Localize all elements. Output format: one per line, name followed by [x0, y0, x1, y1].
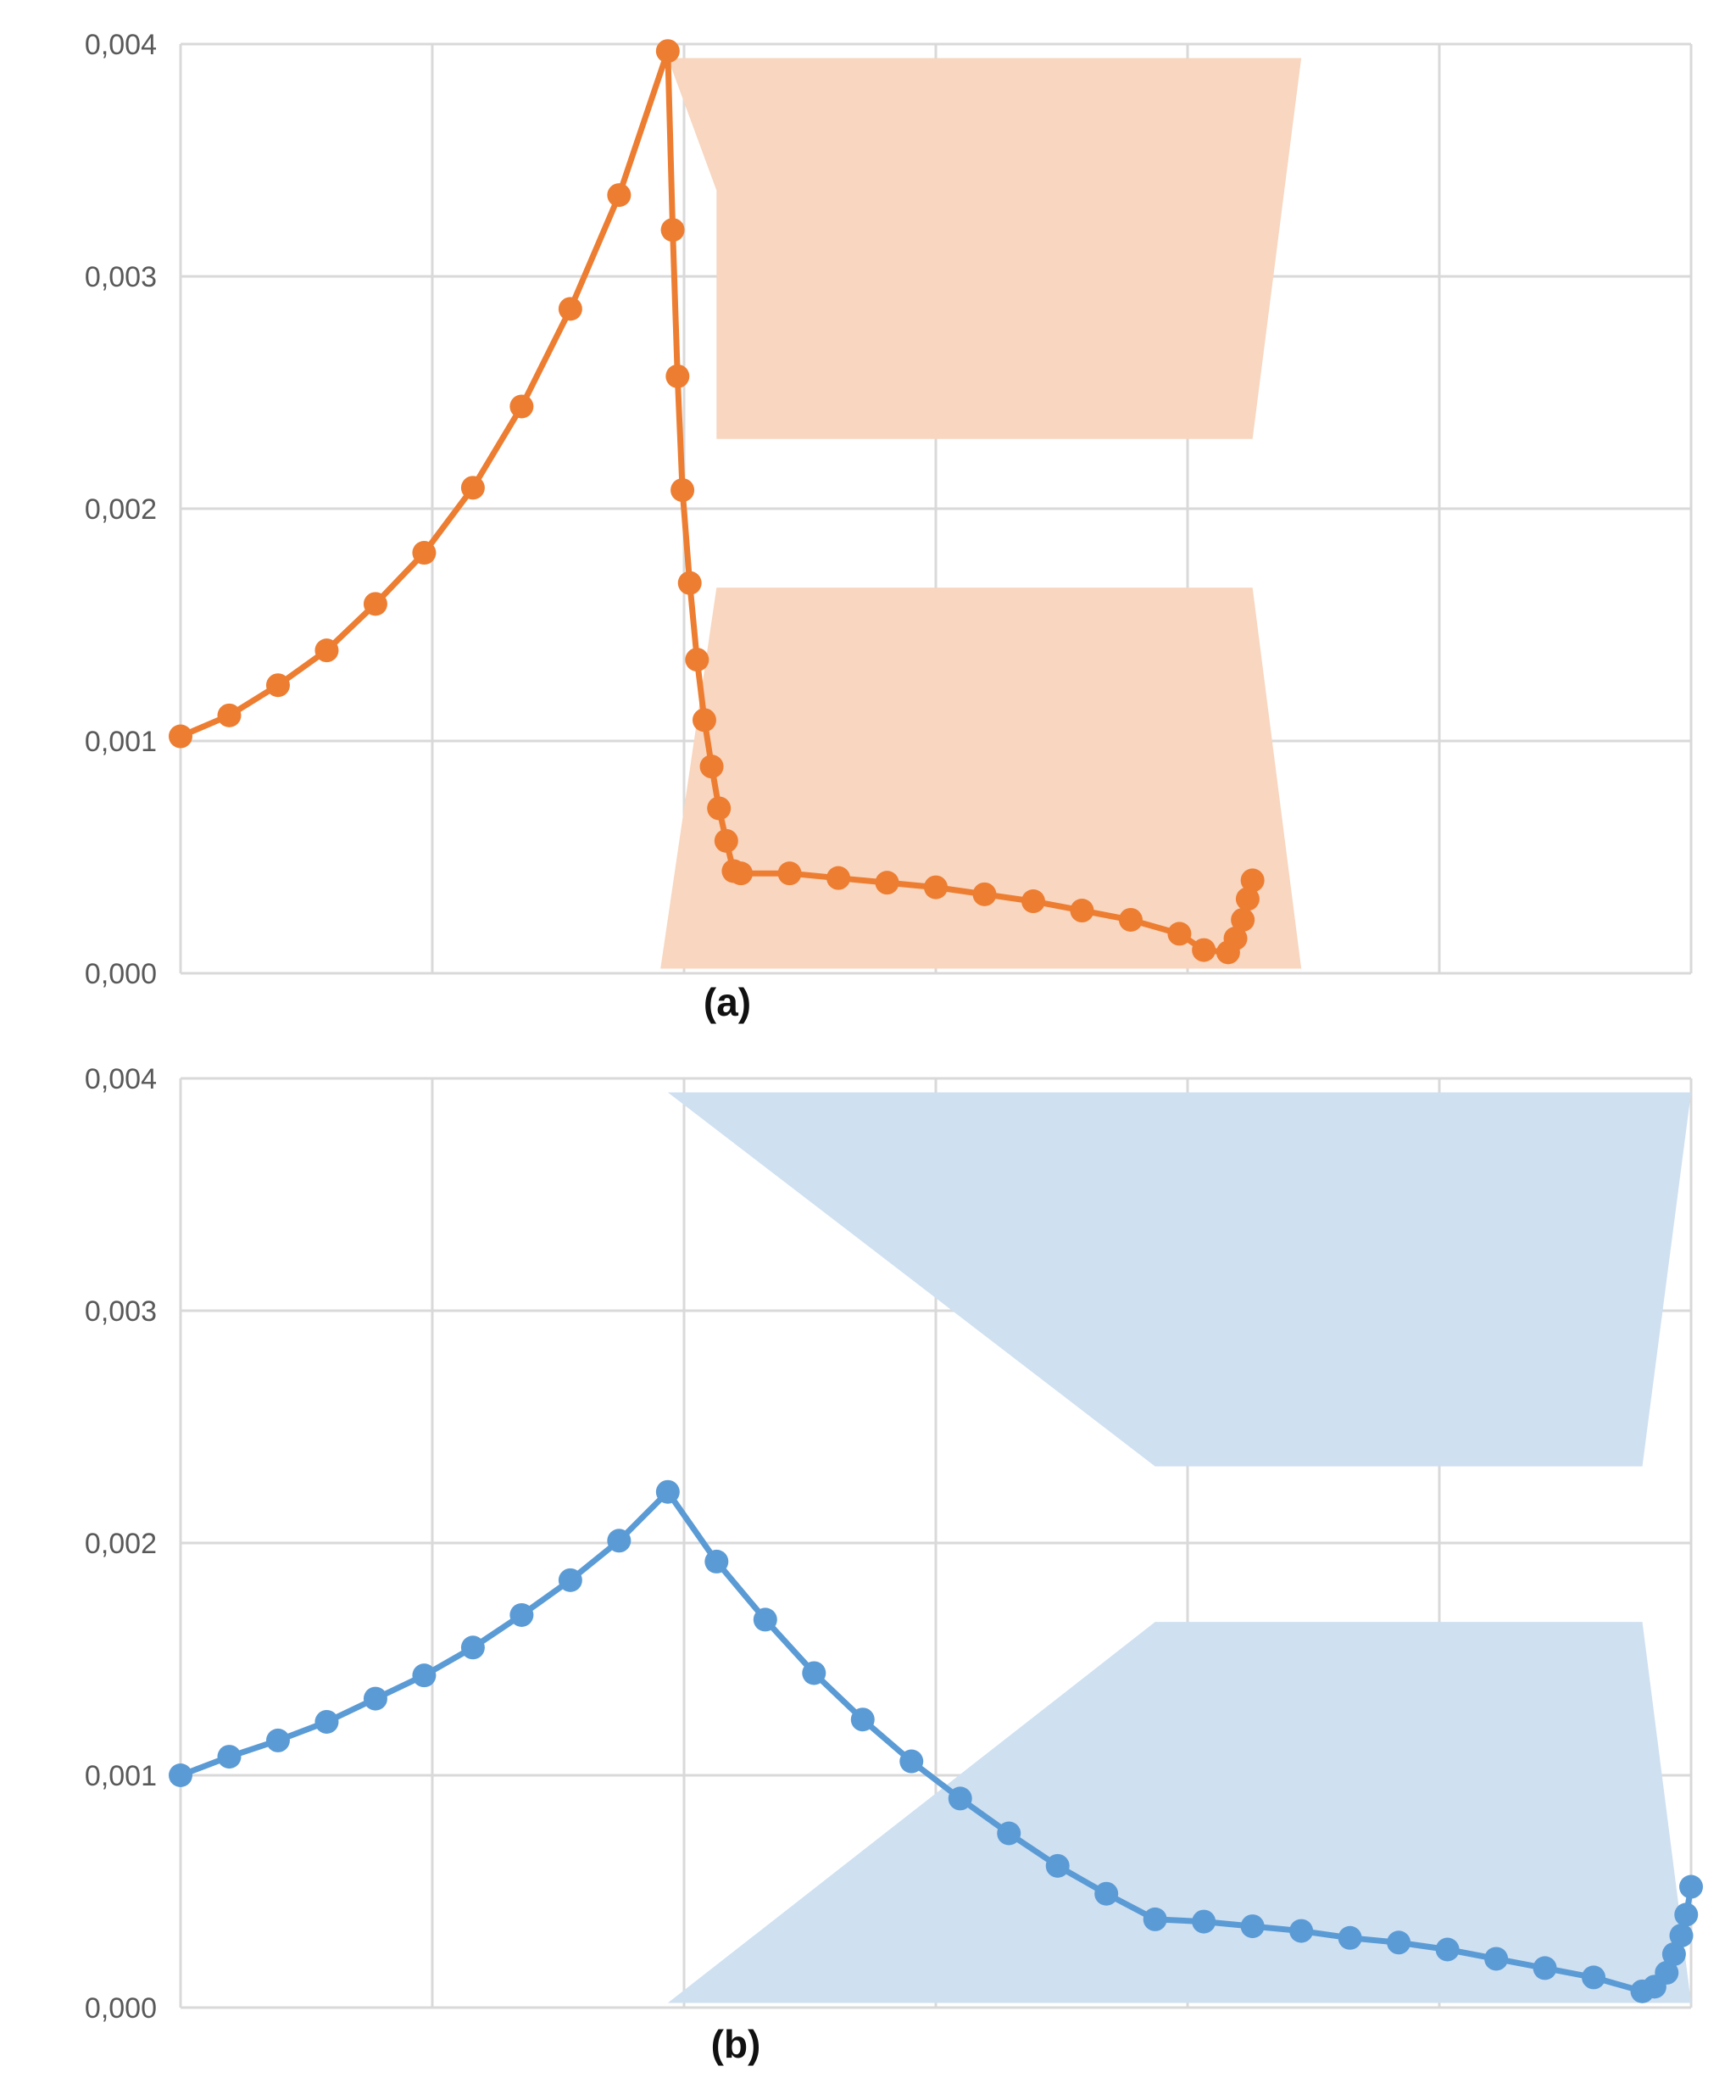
data-point — [1192, 1909, 1216, 1934]
data-point — [1679, 1874, 1703, 1899]
data-point — [1661, 1941, 1686, 1966]
panel-label: (b) — [711, 2022, 761, 2066]
data-point — [972, 882, 997, 906]
data-point — [558, 297, 582, 321]
data-point — [217, 703, 242, 727]
data-point — [699, 755, 724, 779]
data-point — [1533, 1956, 1557, 1980]
data-point — [363, 1686, 387, 1711]
data-point — [704, 1549, 729, 1574]
data-point — [265, 1728, 290, 1752]
data-point — [412, 541, 437, 565]
data-point — [1070, 899, 1094, 923]
data-point — [265, 673, 290, 698]
data-point — [1223, 926, 1248, 950]
data-point — [802, 1661, 826, 1685]
data-point — [1338, 1925, 1362, 1950]
data-point — [460, 476, 485, 500]
data-point — [692, 708, 716, 732]
data-point — [655, 1479, 680, 1504]
data-point — [1118, 907, 1143, 932]
data-point — [685, 648, 709, 672]
data-point — [707, 796, 732, 821]
data-point — [677, 571, 702, 595]
data-point — [1143, 1907, 1167, 1931]
data-point — [1387, 1930, 1411, 1955]
y-tick-label: 0,001 — [85, 1760, 157, 1792]
data-point — [607, 183, 632, 208]
data-point — [777, 861, 802, 886]
data-point — [875, 871, 899, 895]
data-point — [607, 1529, 632, 1553]
data-point — [1235, 887, 1260, 911]
y-tick-label: 0,004 — [85, 29, 157, 61]
chart-panel-b: 0,000 0,001 0,002 0,003 0,004 (b) — [85, 1063, 1703, 2066]
data-point — [670, 478, 695, 503]
data-point — [850, 1707, 875, 1732]
y-tick-label: 0,002 — [85, 493, 157, 526]
data-point — [1021, 889, 1045, 914]
data-point — [1484, 1947, 1509, 1971]
shaded-band — [667, 1622, 1692, 2003]
data-point — [509, 1602, 534, 1627]
chart-panel-a: 0,000 0,001 0,002 0,003 0,004 (a) — [85, 29, 1693, 1024]
data-point — [1094, 1881, 1119, 1906]
y-tick-label: 0,003 — [85, 1295, 157, 1328]
y-tick-label: 0,003 — [85, 261, 157, 293]
data-point — [314, 1709, 339, 1734]
data-point — [412, 1663, 437, 1688]
data-point — [1231, 907, 1255, 932]
data-point — [665, 364, 690, 388]
shaded-band — [667, 58, 1302, 439]
shaded-band — [667, 1092, 1692, 1467]
data-point — [660, 218, 685, 242]
data-point — [924, 875, 948, 900]
data-point — [1582, 1965, 1606, 1990]
data-point — [1240, 868, 1265, 893]
data-point — [1192, 938, 1216, 962]
data-point — [509, 394, 534, 419]
data-point — [997, 1821, 1021, 1846]
data-point — [169, 1763, 192, 1787]
data-point — [363, 592, 387, 616]
data-point — [217, 1745, 242, 1769]
y-tick-label: 0,001 — [85, 726, 157, 758]
y-tick-label: 0,002 — [85, 1528, 157, 1560]
data-point — [729, 861, 754, 886]
data-point — [753, 1607, 777, 1632]
data-point — [169, 724, 192, 749]
data-point — [1167, 922, 1192, 946]
data-point — [1655, 1960, 1679, 1985]
data-point — [899, 1749, 924, 1774]
data-point — [714, 828, 738, 853]
data-point — [314, 638, 339, 663]
data-point — [1289, 1919, 1314, 1943]
data-point — [1669, 1924, 1694, 1948]
data-point — [558, 1568, 582, 1592]
data-point — [826, 866, 851, 890]
y-tick-label: 0,004 — [85, 1063, 157, 1095]
y-tick-label: 0,000 — [85, 1992, 157, 2025]
shaded-band — [660, 588, 1302, 969]
y-tick-label: 0,000 — [85, 958, 157, 990]
data-point — [1674, 1902, 1699, 1927]
data-point — [1240, 1914, 1265, 1939]
data-point — [1045, 1853, 1070, 1878]
data-point — [655, 39, 680, 64]
panel-label: (a) — [704, 980, 751, 1024]
data-point — [460, 1635, 485, 1660]
data-point — [1435, 1937, 1460, 1962]
data-point — [948, 1786, 972, 1811]
